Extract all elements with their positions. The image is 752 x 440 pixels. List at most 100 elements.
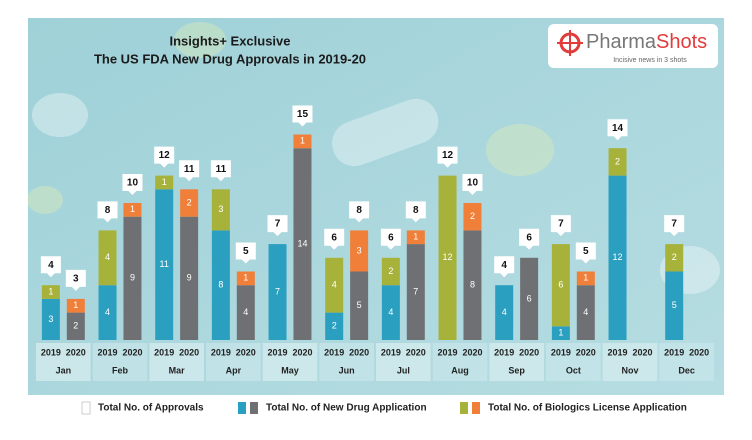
total-callout bbox=[40, 256, 61, 278]
segment-label: 3 bbox=[48, 314, 53, 324]
year-label: 2020 bbox=[236, 347, 256, 357]
total-callout bbox=[235, 242, 256, 264]
year-label: 2019 bbox=[268, 347, 288, 357]
bla-segment bbox=[180, 189, 199, 217]
month-band bbox=[206, 343, 261, 381]
x-tick-label: Apr bbox=[226, 365, 242, 375]
nda-segment bbox=[155, 189, 174, 340]
total-label: 5 bbox=[243, 246, 249, 257]
x-tick-label: Sep bbox=[508, 365, 525, 375]
total-label: 12 bbox=[159, 150, 171, 161]
segment-label: 1 bbox=[162, 177, 167, 187]
year-label: 2020 bbox=[349, 347, 369, 357]
segment-label: 1 bbox=[130, 204, 135, 214]
segment-label: 7 bbox=[413, 286, 418, 296]
total-label: 7 bbox=[275, 219, 281, 230]
segment-label: 2 bbox=[615, 156, 620, 166]
total-callout bbox=[349, 201, 370, 223]
year-label: 2019 bbox=[494, 347, 514, 357]
legend-label: Total No. of Biologics License Applicati… bbox=[488, 403, 687, 414]
logo-tagline: Incisive news in 3 shots bbox=[613, 57, 687, 64]
nda-segment bbox=[665, 271, 684, 340]
nda-segment bbox=[236, 285, 255, 340]
x-tick-label: Oct bbox=[566, 365, 581, 375]
bla-segment bbox=[608, 148, 627, 176]
month-band bbox=[319, 343, 374, 381]
year-label: 2020 bbox=[122, 347, 142, 357]
nda-segment bbox=[576, 285, 595, 340]
segment-label: 8 bbox=[218, 280, 223, 290]
x-tick-label: Feb bbox=[112, 365, 129, 375]
bla-segment bbox=[665, 244, 684, 272]
total-callout bbox=[437, 146, 458, 168]
segment-label: 3 bbox=[357, 245, 362, 255]
bla-segment bbox=[381, 257, 400, 286]
month-band bbox=[659, 343, 714, 381]
total-label: 8 bbox=[356, 205, 362, 216]
total-label: 6 bbox=[388, 232, 394, 243]
total-callout bbox=[405, 201, 426, 223]
bla-segment bbox=[551, 244, 570, 327]
total-label: 7 bbox=[671, 219, 677, 230]
bla-segment bbox=[66, 298, 85, 313]
total-callout bbox=[154, 146, 175, 168]
subtitle: The US FDA New Drug Approvals in 2019-20 bbox=[94, 51, 366, 66]
month-band bbox=[149, 343, 204, 381]
month-band bbox=[262, 343, 318, 381]
year-label: 2020 bbox=[576, 347, 596, 357]
total-label: 6 bbox=[526, 232, 532, 243]
segment-label: 4 bbox=[105, 252, 110, 262]
segment-label: 1 bbox=[73, 300, 78, 310]
total-label: 11 bbox=[184, 164, 195, 175]
segment-label: 2 bbox=[388, 266, 393, 276]
background bbox=[28, 18, 724, 395]
bla-segment bbox=[463, 203, 482, 231]
logo-second: Shots bbox=[656, 31, 707, 53]
year-label: 2019 bbox=[154, 347, 174, 357]
total-label: 14 bbox=[612, 123, 624, 134]
legend-label: Total No. of New Drug Application bbox=[266, 403, 427, 414]
total-label: 3 bbox=[73, 274, 79, 285]
year-label: 2019 bbox=[551, 347, 571, 357]
total-label: 4 bbox=[48, 260, 54, 271]
month-band bbox=[489, 343, 544, 381]
legend-label: Total No. of Approvals bbox=[98, 403, 204, 414]
bla-segment bbox=[293, 134, 312, 149]
x-tick-label: Jan bbox=[56, 365, 72, 375]
bla-segment bbox=[576, 271, 595, 286]
nda-segment bbox=[98, 285, 117, 340]
legend-swatch bbox=[250, 402, 258, 414]
x-tick-label: Jul bbox=[397, 365, 410, 375]
total-callout bbox=[210, 160, 231, 182]
segment-label: 12 bbox=[443, 252, 453, 262]
segment-label: 1 bbox=[558, 328, 563, 338]
year-label: 2020 bbox=[519, 347, 539, 357]
bla-segment bbox=[325, 257, 344, 313]
year-label: 2020 bbox=[179, 347, 199, 357]
year-label: 2019 bbox=[664, 347, 684, 357]
total-callout bbox=[380, 228, 401, 250]
month-band bbox=[36, 343, 91, 381]
total-callout bbox=[550, 215, 571, 237]
segment-label: 6 bbox=[558, 280, 563, 290]
x-tick-label: May bbox=[281, 365, 299, 375]
segment-label: 2 bbox=[187, 197, 192, 207]
x-tick-label: Jun bbox=[339, 365, 355, 375]
year-label: 2019 bbox=[381, 347, 401, 357]
year-label: 2019 bbox=[41, 347, 61, 357]
bla-segment bbox=[123, 203, 142, 217]
segment-label: 1 bbox=[413, 232, 418, 242]
bla-segment bbox=[438, 175, 457, 340]
logo-box bbox=[548, 24, 718, 68]
total-callout bbox=[65, 269, 86, 291]
total-label: 10 bbox=[127, 178, 139, 189]
nda-segment bbox=[381, 285, 400, 340]
segment-label: 9 bbox=[187, 273, 192, 283]
year-label: 2020 bbox=[689, 347, 709, 357]
total-label: 8 bbox=[413, 205, 419, 216]
month-band bbox=[602, 343, 658, 381]
total-label: 5 bbox=[583, 246, 589, 257]
total-label: 7 bbox=[558, 219, 564, 230]
month-band bbox=[432, 343, 488, 381]
